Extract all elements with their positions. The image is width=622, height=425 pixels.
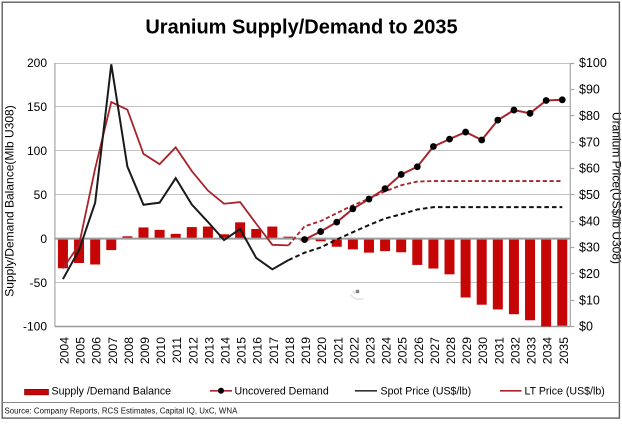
svg-text:2008: 2008 [122, 337, 136, 364]
svg-text:2029: 2029 [460, 337, 474, 364]
svg-text:2031: 2031 [492, 337, 506, 364]
svg-text:$60: $60 [579, 162, 600, 176]
svg-text:-50: -50 [30, 276, 48, 290]
svg-text:2019: 2019 [299, 337, 313, 364]
svg-text:Uncovered Demand: Uncovered Demand [235, 386, 329, 398]
svg-text:2033: 2033 [525, 337, 539, 364]
svg-text:2010: 2010 [154, 337, 168, 364]
svg-text:2004: 2004 [57, 337, 71, 364]
svg-text:2034: 2034 [541, 337, 555, 364]
svg-text:2032: 2032 [508, 337, 522, 364]
svg-text:$40: $40 [579, 214, 600, 228]
svg-text:2024: 2024 [380, 337, 394, 364]
svg-text:2030: 2030 [476, 337, 490, 364]
svg-text:2022: 2022 [347, 337, 361, 364]
svg-text:2009: 2009 [138, 337, 152, 364]
svg-text:$70: $70 [579, 135, 600, 149]
svg-text:$90: $90 [579, 83, 600, 97]
svg-text:$50: $50 [579, 188, 600, 202]
svg-text:$100: $100 [579, 56, 607, 70]
svg-text:2027: 2027 [428, 337, 442, 364]
svg-text:2018: 2018 [283, 337, 297, 364]
svg-text:2028: 2028 [444, 337, 458, 364]
svg-text:2013: 2013 [202, 337, 216, 364]
svg-text:2023: 2023 [363, 337, 377, 364]
svg-text:2006: 2006 [90, 337, 104, 364]
svg-text:$80: $80 [579, 109, 600, 123]
svg-text:2025: 2025 [396, 337, 410, 364]
svg-text:2014: 2014 [219, 337, 233, 364]
svg-text:2020: 2020 [315, 337, 329, 364]
svg-text:$0: $0 [579, 320, 593, 334]
svg-text:Source: Company Reports, RCS E: Source: Company Reports, RCS Estimates, … [5, 407, 239, 416]
svg-text:100: 100 [27, 144, 47, 158]
svg-text:Supply/Demand Balance(Mlb U308: Supply/Demand Balance(Mlb U308) [3, 105, 17, 296]
svg-text:2015: 2015 [235, 337, 249, 364]
svg-text:2012: 2012 [186, 337, 200, 364]
svg-text:2035: 2035 [557, 337, 571, 364]
svg-text:LT Price (US$/lb): LT Price (US$/lb) [525, 386, 605, 398]
svg-text:$20: $20 [579, 267, 600, 281]
svg-text:Supply /Demand Balance: Supply /Demand Balance [52, 386, 172, 398]
svg-text:2021: 2021 [331, 337, 345, 364]
svg-text:2026: 2026 [412, 337, 426, 364]
svg-text:Uranium Supply/Demand to 2035: Uranium Supply/Demand to 2035 [145, 17, 457, 39]
svg-text:0: 0 [40, 232, 47, 246]
svg-text:2017: 2017 [267, 337, 281, 364]
svg-text:$10: $10 [579, 293, 600, 307]
svg-text:50: 50 [34, 188, 48, 202]
svg-text:150: 150 [27, 100, 47, 114]
svg-text:2007: 2007 [106, 337, 120, 364]
svg-text:2005: 2005 [74, 337, 88, 364]
svg-text:2011: 2011 [170, 337, 184, 363]
svg-text:$30: $30 [579, 241, 600, 255]
svg-text:Uranium Price(US$/lb U308): Uranium Price(US$/lb U308) [610, 112, 622, 264]
svg-text:200: 200 [27, 56, 47, 70]
svg-text:Spot Price (US$/lb): Spot Price (US$/lb) [381, 386, 472, 398]
svg-text:-100: -100 [23, 320, 47, 334]
svg-text:2016: 2016 [251, 337, 265, 364]
